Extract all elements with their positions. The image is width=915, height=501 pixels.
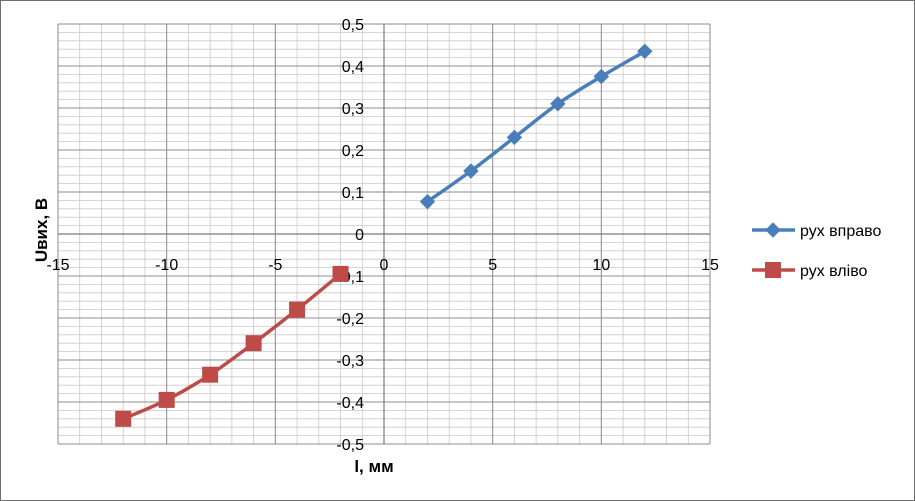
data-point <box>419 193 436 210</box>
x-axis-title: l, мм <box>354 457 393 476</box>
series-2 <box>115 265 349 427</box>
y-tick-label: 0,3 <box>342 101 364 118</box>
data-point <box>506 129 523 146</box>
data-point <box>158 391 175 408</box>
y-tick-label: 0,4 <box>342 59 364 76</box>
x-tick-label: -10 <box>155 257 178 274</box>
data-point <box>202 366 219 383</box>
y-tick-label: 0,1 <box>342 185 364 202</box>
data-point <box>550 96 566 112</box>
legend: рух вправо рух вліво <box>752 222 881 280</box>
y-axis-tick-labels: -0,5-0,4-0,3-0,2-0,100,10,20,30,40,5 <box>336 17 364 454</box>
x-tick-label: -15 <box>46 257 69 274</box>
y-tick-label: 0,5 <box>342 17 364 34</box>
legend-item: рух вправо <box>752 222 881 240</box>
data-point <box>115 410 132 427</box>
y-axis-title: Uвих, В <box>32 198 51 262</box>
data-point <box>637 43 653 60</box>
legend-swatch-marker <box>765 262 781 278</box>
series-layer <box>115 43 653 427</box>
x-tick-label: 10 <box>592 257 610 274</box>
y-tick-label: 0,2 <box>342 143 364 160</box>
y-tick-label: -0,5 <box>336 437 364 454</box>
legend-label: рух вліво <box>800 263 868 280</box>
axes <box>58 24 710 444</box>
y-tick-label: 0 <box>355 227 364 244</box>
series-1 <box>419 43 653 210</box>
x-tick-label: -5 <box>268 257 282 274</box>
y-tick-label: -0,2 <box>336 311 364 328</box>
legend-item: рух вліво <box>752 262 868 280</box>
data-point <box>593 68 610 85</box>
y-tick-label: -0,3 <box>336 353 364 370</box>
legend-swatch-marker <box>765 222 781 238</box>
data-point <box>245 335 262 352</box>
x-tick-label: 15 <box>701 257 719 274</box>
data-point <box>332 265 349 282</box>
x-axis-tick-labels: -15 -10 -5 0 5 10 15 <box>46 257 719 274</box>
legend-label: рух вправо <box>800 223 881 240</box>
x-tick-label: 5 <box>488 257 497 274</box>
data-point <box>289 301 306 318</box>
data-point <box>463 163 479 179</box>
x-tick-label: 0 <box>380 257 389 274</box>
y-tick-label: -0,4 <box>336 395 364 412</box>
